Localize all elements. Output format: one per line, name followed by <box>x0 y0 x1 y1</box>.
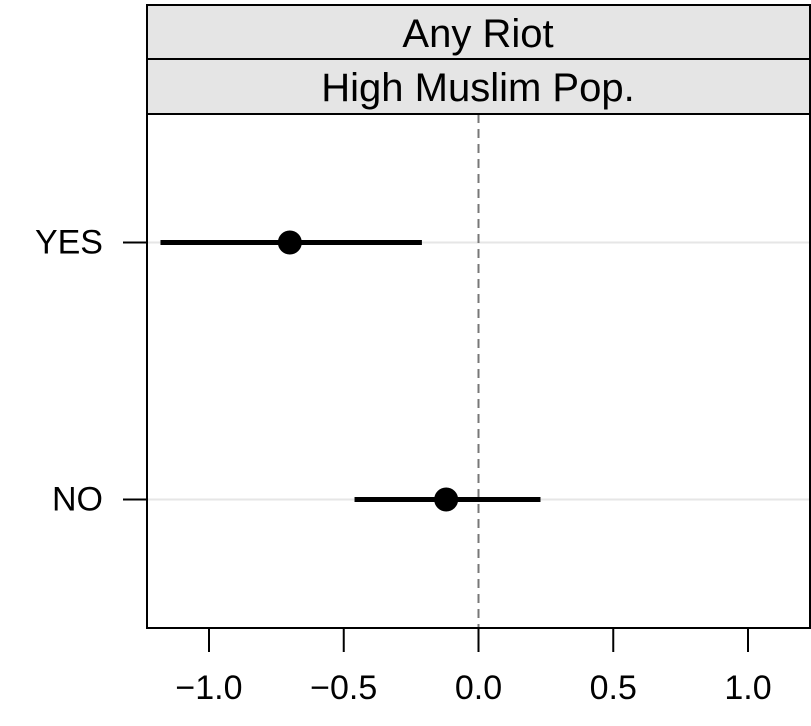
strip-box-1 <box>146 4 811 60</box>
point-estimate-yes <box>277 230 302 255</box>
point-estimate-no <box>434 487 459 512</box>
y-axis: YES NO <box>35 224 147 519</box>
marks-layer <box>160 230 541 512</box>
y-tick-label-no: NO <box>52 481 103 519</box>
strip-label-outcome: Any Riot <box>402 12 553 56</box>
x-tick-label: 1.0 <box>724 669 771 707</box>
x-tick-label: −0.5 <box>310 669 377 707</box>
x-tick-label: 0.5 <box>590 669 637 707</box>
y-tick-label-yes: YES <box>35 224 103 262</box>
x-axis: −1.0 −0.5 0.0 0.5 1.0 <box>175 628 772 707</box>
x-tick-label: 0.0 <box>455 669 502 707</box>
x-tick-label: −1.0 <box>175 669 242 707</box>
strip-label-subgroup: High Muslim Pop. <box>321 66 634 110</box>
strip-box-2 <box>146 58 811 115</box>
